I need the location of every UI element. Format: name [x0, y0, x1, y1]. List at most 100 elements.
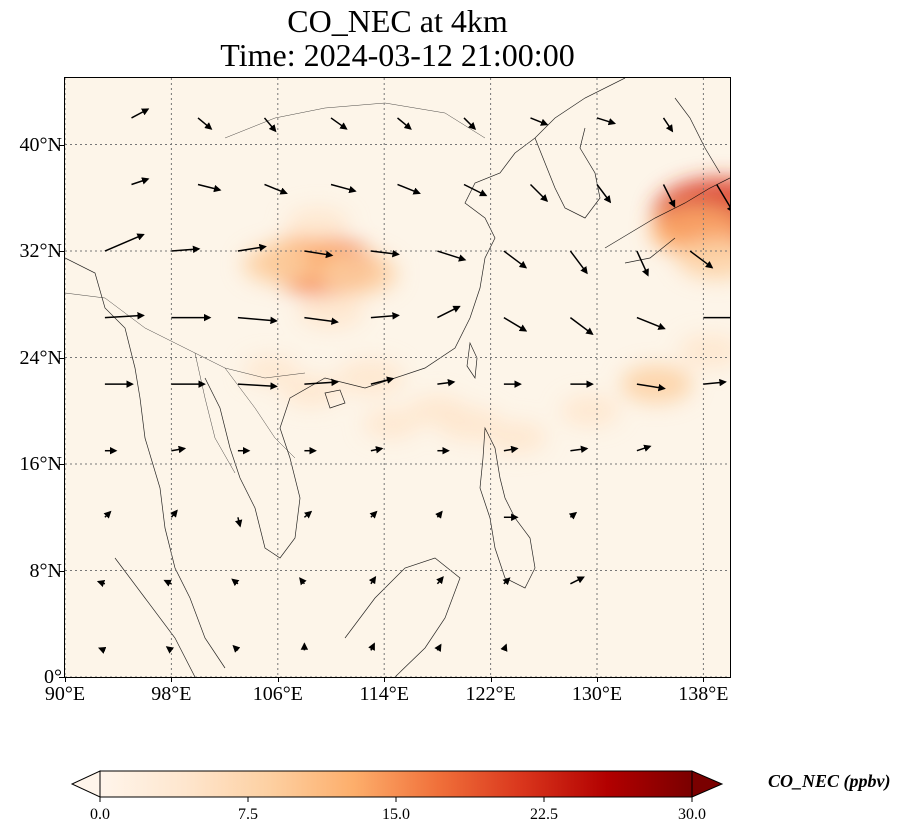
wind-arrow — [104, 233, 145, 252]
border-line-2 — [194, 352, 296, 474]
wind-arrow — [299, 577, 307, 586]
colorbar — [70, 770, 724, 802]
wind-arrow — [437, 379, 456, 387]
co-hotspot — [337, 359, 405, 396]
wind-arrow — [503, 316, 528, 332]
wind-arrow — [197, 117, 213, 130]
wind-arrow — [263, 117, 277, 133]
wind-arrow — [437, 250, 467, 262]
lon-tick-mark — [65, 677, 66, 682]
wind-arrow — [368, 642, 375, 651]
co-hotspot — [560, 395, 620, 427]
lat-tick-mark — [59, 357, 64, 359]
wind-arrow — [503, 250, 528, 269]
coastline-borneo — [344, 557, 461, 677]
lon-tick-label: 114°E — [359, 683, 409, 705]
wind-arrow — [636, 316, 666, 330]
wind-arrow — [716, 184, 730, 214]
coastline-philippines — [479, 426, 536, 589]
colorbar-gradient — [99, 770, 693, 798]
figure-title: CO_NEC at 4km Time: 2024-03-12 21:00:00 — [64, 4, 731, 72]
wind-arrow — [502, 577, 511, 586]
wind-arrow — [104, 311, 145, 320]
wind-arrow — [434, 643, 442, 652]
colorbar-tick-label: 30.0 — [678, 806, 706, 823]
wind-arrow — [569, 317, 594, 336]
coastline-sumatra — [114, 557, 196, 677]
wind-arrow — [264, 183, 288, 195]
wind-arrow — [368, 575, 377, 585]
wind-vectors — [96, 108, 730, 654]
lon-tick-mark — [171, 677, 173, 682]
wind-arrow — [98, 646, 107, 654]
wind-arrow — [330, 117, 348, 130]
co-hotspot — [317, 252, 398, 295]
lon-tick-label: 90°E — [44, 683, 86, 705]
coastline-hainan — [324, 389, 346, 409]
lat-tick-label: 32°N — [19, 240, 62, 263]
wind-arrow — [463, 117, 477, 130]
wind-arrow — [435, 510, 443, 519]
wind-arrow — [197, 183, 222, 193]
wind-arrow — [163, 579, 172, 587]
lat-tick-mark — [59, 251, 64, 253]
wind-arrow — [636, 250, 649, 277]
wind-arrow — [103, 510, 112, 519]
wind-arrow — [304, 316, 339, 325]
country-borders — [65, 102, 486, 474]
wind-arrow — [131, 108, 150, 119]
co-hotspot — [621, 365, 693, 404]
wind-arrow — [437, 305, 461, 319]
co-hotspot — [678, 334, 730, 368]
wind-arrow — [330, 183, 357, 194]
lat-tick-mark — [59, 570, 64, 572]
wind-arrow — [569, 250, 588, 275]
wind-arrow — [463, 183, 488, 197]
wind-arrow — [170, 509, 178, 518]
wind-arrow — [568, 511, 578, 520]
wind-arrow — [436, 576, 444, 585]
wind-arrow — [237, 382, 278, 390]
co-hotspot — [243, 356, 299, 386]
wind-arrow — [171, 245, 201, 254]
co-hotspot — [487, 421, 547, 454]
wind-arrow — [235, 517, 243, 528]
title-line-2: Time: 2024-03-12 21:00:00 — [220, 37, 575, 73]
wind-arrow — [369, 510, 378, 519]
co-hotspot — [676, 236, 730, 279]
coastline-japan — [604, 97, 730, 264]
lon-tick-label: 130°E — [571, 683, 623, 705]
wind-arrow — [370, 312, 400, 320]
colorbar-ticks — [99, 797, 693, 802]
lon-tick-label: 106°E — [252, 683, 303, 705]
wind-arrow — [689, 250, 714, 269]
wind-arrow — [171, 445, 187, 454]
colorbar-label: CO_NEC (ppbv) — [768, 771, 891, 791]
wind-arrow — [529, 183, 549, 203]
wind-arrow — [304, 250, 334, 259]
wind-arrow — [231, 578, 240, 587]
colorbar-tick-label: 15.0 — [382, 806, 410, 823]
wind-arrow — [237, 243, 267, 252]
coastline-asia-mainland — [65, 78, 626, 669]
wind-arrow — [397, 183, 421, 195]
lon-tick-mark — [384, 677, 386, 682]
coastline-taiwan — [466, 341, 478, 380]
colorbar-tick-label: 0.0 — [90, 806, 110, 823]
wind-arrow — [703, 378, 727, 387]
co-hotspot — [297, 293, 365, 329]
wind-arrow — [530, 117, 549, 126]
lon-tick-mark — [597, 677, 598, 682]
lon-tick-label: 138°E — [678, 683, 729, 705]
wind-arrow — [232, 644, 241, 653]
wind-arrow — [570, 576, 585, 585]
wind-arrow — [165, 646, 175, 654]
colorbar-extend-max — [691, 770, 724, 798]
lat-tick-label: 24°N — [19, 346, 62, 369]
wind-arrow — [636, 383, 666, 392]
wind-arrow — [503, 445, 519, 454]
co-hotspot — [363, 409, 419, 439]
wind-arrow — [304, 378, 339, 387]
wind-arrow — [596, 117, 617, 126]
wind-arrow — [397, 117, 412, 130]
